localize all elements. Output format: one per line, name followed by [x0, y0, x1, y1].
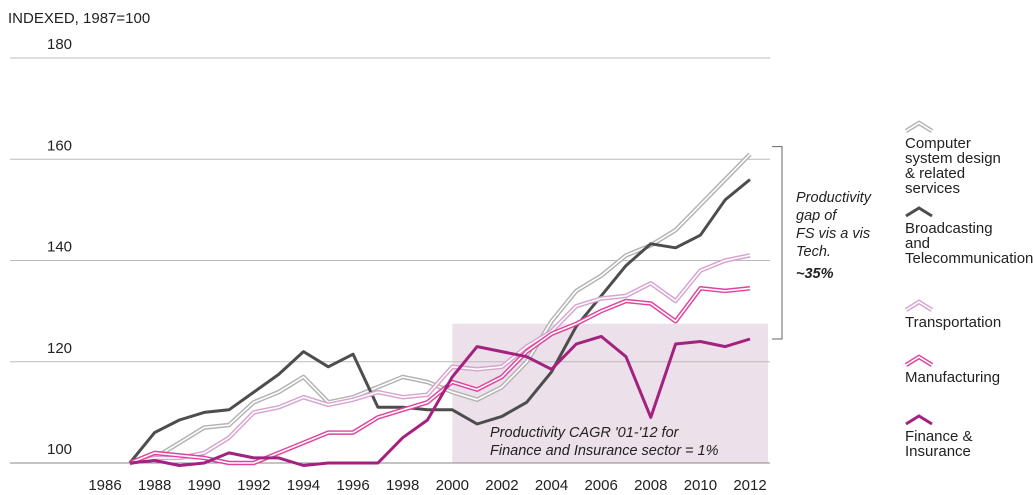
legend-icon-inner [905, 301, 933, 311]
legend-icon-inner [905, 122, 933, 132]
x-tick-label: 1994 [287, 477, 320, 494]
series-line-inner [129, 287, 751, 464]
y-tick-label: 120 [47, 340, 72, 357]
legend-label: Computer system design & related service… [905, 135, 1001, 197]
gap-value: ~35% [796, 266, 834, 282]
x-tick-label: 2012 [733, 477, 766, 494]
legend-label: Manufacturing [905, 369, 1001, 386]
x-tick-label: 1992 [237, 477, 270, 494]
x-tick-label: 1990 [188, 477, 221, 494]
chart-subtitle: INDEXED, 1987=100 [8, 10, 150, 27]
x-tick-label: 2010 [684, 477, 717, 494]
legend-icon [905, 414, 933, 426]
gap-text: gap of [796, 208, 837, 224]
legend-icon [904, 120, 934, 133]
x-tick-label: 2000 [436, 477, 469, 494]
x-tick-label: 2004 [535, 477, 568, 494]
gap-text: Tech. [796, 244, 831, 260]
legend-label: Finance & Insurance [905, 428, 973, 460]
legend-label: Broadcasting and Telecommunications [905, 220, 1033, 267]
y-tick-label: 100 [47, 441, 72, 458]
shade-annotation: Productivity CAGR '01-'12 for [490, 425, 680, 441]
legend-icon [905, 206, 933, 218]
series-line [128, 178, 751, 464]
gap-text: FS vis a vis [796, 226, 871, 242]
gap-bracket [772, 146, 783, 340]
x-tick-label: 2006 [584, 477, 617, 494]
legend-icon [904, 299, 934, 312]
x-tick-label: 1998 [386, 477, 419, 494]
series-line-inner [129, 254, 751, 464]
shade-annotation: Finance and Insurance sector = 1% [490, 443, 719, 459]
gap-text: Productivity [796, 190, 871, 206]
shade-region [452, 323, 768, 463]
series-line [129, 334, 751, 467]
x-tick-label: 1988 [138, 477, 171, 494]
legend-icon-inner [905, 356, 933, 366]
x-tick-label: 2008 [634, 477, 667, 494]
x-tick-label: 2002 [485, 477, 518, 494]
x-tick-label: 1996 [336, 477, 369, 494]
y-tick-label: 180 [47, 36, 72, 53]
legend-icon [904, 354, 934, 367]
x-tick-label: 1986 [88, 477, 121, 494]
legend-label: Transportation [905, 314, 1002, 331]
y-tick-label: 160 [47, 137, 72, 154]
y-tick-label: 140 [47, 239, 72, 256]
